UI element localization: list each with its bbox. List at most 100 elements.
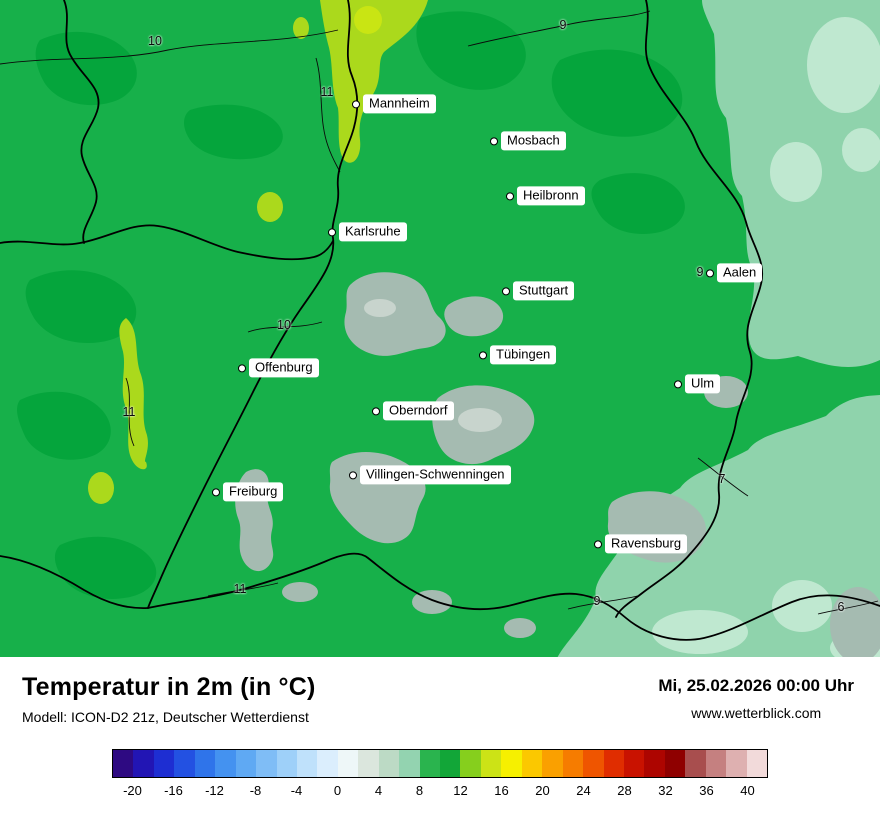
legend-color-cell — [583, 750, 604, 777]
city-dot — [506, 192, 514, 200]
contour-value-label: 9 — [696, 265, 704, 279]
city-label: Mannheim — [363, 94, 436, 114]
border-northwest-vertical — [63, 0, 100, 244]
temp-regions-mint — [652, 17, 880, 657]
legend-color-cell — [419, 750, 440, 777]
legend-color-cell — [521, 750, 543, 777]
weather-map: 10 9 11 9 10 11 7 11 9 6 Mannheim Mosbach Heilbronn… — [0, 0, 880, 657]
legend-color-cell — [746, 750, 767, 777]
contour-value-label: 10 — [277, 318, 291, 332]
legend-color-cell — [378, 750, 400, 777]
city-marker-freiburg: Freiburg — [212, 482, 284, 502]
city-dot — [372, 407, 380, 415]
legend-color-cell — [726, 750, 747, 777]
contour-value-label: 11 — [320, 85, 334, 99]
info-left: Temperatur in 2m (in °C) Modell: ICON-D2… — [22, 673, 316, 725]
legend-color-cell — [296, 750, 318, 777]
legend-color-cell — [113, 750, 134, 777]
city-dot — [212, 488, 220, 496]
contour-label-layer: 10 9 11 9 10 11 7 11 9 6 — [123, 18, 845, 614]
legend-color-cell — [542, 750, 563, 777]
legend-color-cell — [480, 750, 502, 777]
legend-color-cell — [664, 750, 686, 777]
city-marker-aalen: Aalen — [706, 263, 763, 283]
legend-color-cell — [337, 750, 359, 777]
city-marker-mannheim: Mannheim — [352, 94, 436, 114]
legend-tick: 36 — [699, 783, 714, 798]
temp-regions-yellow-green — [88, 0, 428, 504]
city-label: Tübingen — [490, 345, 557, 365]
contour-lines — [0, 10, 879, 615]
city-label: Freiburg — [223, 482, 284, 502]
info-bar: Temperatur in 2m (in °C) Modell: ICON-D2… — [0, 657, 880, 725]
city-dot — [502, 287, 510, 295]
contour-value-label: 9 — [593, 594, 601, 608]
legend-color-cell — [603, 750, 624, 777]
city-marker-karlsruhe: Karlsruhe — [328, 222, 407, 242]
legend-color-cell — [358, 750, 379, 777]
city-label: Karlsruhe — [339, 222, 407, 242]
legend-color-cell — [133, 750, 154, 777]
legend-tick: -16 — [164, 783, 183, 798]
city-dot — [238, 364, 246, 372]
legend-color-cell — [174, 750, 195, 777]
city-dot — [328, 228, 336, 236]
contour-value-label: 10 — [148, 34, 162, 48]
legend-color-cell — [215, 750, 236, 777]
city-label: Mosbach — [501, 131, 566, 151]
legend-tick: 20 — [535, 783, 550, 798]
legend-color-cell — [235, 750, 257, 777]
website-label: www.wetterblick.com — [691, 705, 822, 721]
city-marker-villingen-schwenningen: Villingen-Schwenningen — [349, 465, 511, 485]
city-dot — [490, 137, 498, 145]
legend-tick: 40 — [740, 783, 755, 798]
city-marker-t-bingen: Tübingen — [479, 345, 557, 365]
legend-color-cell — [256, 750, 277, 777]
city-label: Offenburg — [249, 358, 319, 378]
city-marker-heilbronn: Heilbronn — [506, 186, 585, 206]
city-marker-offenburg: Offenburg — [238, 358, 319, 378]
city-label: Ravensburg — [605, 534, 688, 554]
city-marker-oberndorf: Oberndorf — [372, 401, 454, 421]
page-title: Temperatur in 2m (in °C) — [22, 673, 316, 701]
city-marker-ravensburg: Ravensburg — [594, 534, 688, 554]
city-marker-ulm: Ulm — [674, 374, 721, 394]
contour-value-label: 7 — [718, 472, 726, 486]
model-line: Modell: ICON-D2 21z, Deutscher Wetterdie… — [22, 709, 309, 725]
legend-tick: -8 — [249, 783, 262, 798]
city-label: Oberndorf — [383, 401, 454, 421]
city-label: Stuttgart — [513, 281, 575, 301]
forecast-datetime: Mi, 25.02.2026 00:00 Uhr — [658, 676, 854, 695]
legend-color-cell — [460, 750, 481, 777]
city-marker-stuttgart: Stuttgart — [502, 281, 575, 301]
legend-tick: 8 — [415, 783, 424, 798]
legend-tick: 0 — [333, 783, 342, 798]
city-label: Villingen-Schwenningen — [360, 465, 511, 485]
city-marker-mosbach: Mosbach — [490, 131, 566, 151]
border-east — [615, 0, 764, 618]
legend-color-cell — [685, 750, 706, 777]
city-label: Heilbronn — [517, 186, 585, 206]
city-label: Ulm — [685, 374, 721, 394]
legend-color-cell — [501, 750, 522, 777]
legend-tick-labels: -20 -16 -12 -8 -4 0 4 8 12 16 20 24 28 32 36 40 — [112, 783, 768, 801]
legend-tick: 24 — [576, 783, 591, 798]
temp-regions-dark-green — [17, 11, 685, 599]
legend-color-cell — [276, 750, 297, 777]
temp-regions-light-gray — [364, 299, 502, 432]
temperature-map-svg — [0, 0, 880, 657]
legend-color-cell — [317, 750, 338, 777]
legend-tick: 28 — [617, 783, 632, 798]
contour-value-label: 9 — [559, 18, 567, 32]
city-dot — [674, 380, 682, 388]
legend-tick: -4 — [290, 783, 303, 798]
city-dot — [349, 471, 357, 479]
city-dot — [706, 269, 714, 277]
legend-color-cell — [705, 750, 727, 777]
legend-color-cell — [399, 750, 420, 777]
legend-tick: -12 — [205, 783, 224, 798]
legend-tick: 4 — [374, 783, 383, 798]
legend-color-cell — [623, 750, 645, 777]
legend-tick: 32 — [658, 783, 673, 798]
info-right: Mi, 25.02.2026 00:00 Uhr www.wetterblick… — [658, 673, 854, 721]
